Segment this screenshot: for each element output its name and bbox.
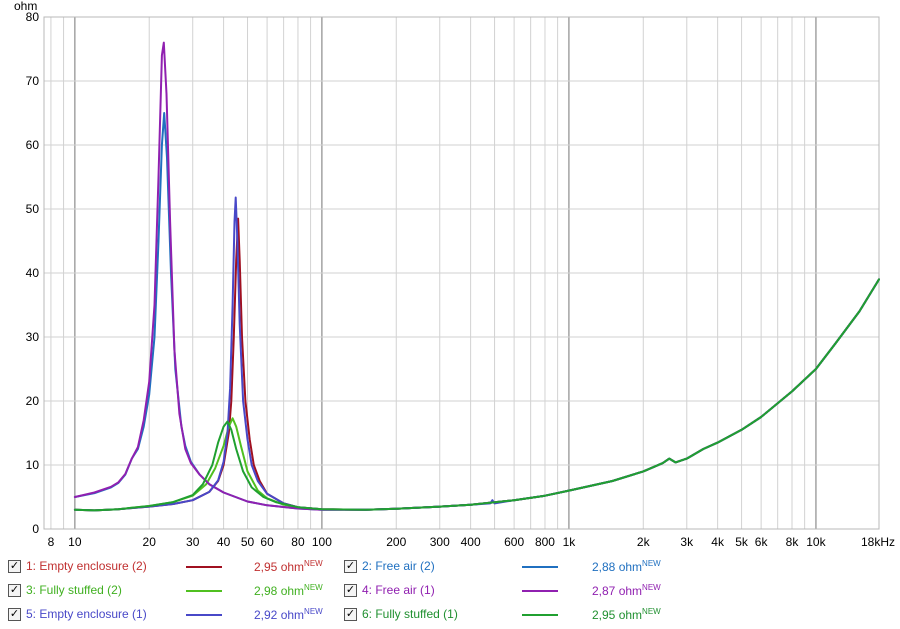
legend-value-6: 2,95 ohmNEW <box>592 607 661 622</box>
y-tick-label: 40 <box>26 266 40 280</box>
checkbox-3[interactable]: ✓ <box>8 584 21 597</box>
y-tick-label: 0 <box>32 522 39 536</box>
x-tick-label: 40 <box>217 535 231 549</box>
x-tick-label: 5k <box>735 535 749 549</box>
y-tick-label: 30 <box>26 330 40 344</box>
x-tick-label: 1k <box>563 535 577 549</box>
legend-value-2: 2,88 ohmNEW <box>592 559 661 574</box>
legend-line-2 <box>522 566 558 568</box>
legend-line-5 <box>186 614 222 616</box>
x-tick-label: 10 <box>68 535 82 549</box>
y-tick-label: 50 <box>26 202 40 216</box>
plot-frame <box>43 16 880 530</box>
legend-value-4: 2,87 ohmNEW <box>592 583 661 598</box>
legend-label-5: 5: Empty enclosure (1) <box>26 607 147 621</box>
checkbox-6[interactable]: ✓ <box>344 608 357 621</box>
legend: ✓ 1: Empty enclosure (2) 2,95 ohmNEW ✓ 2… <box>0 553 900 629</box>
x-tick-label: 18kHz <box>861 535 895 549</box>
checkbox-2[interactable]: ✓ <box>344 560 357 573</box>
checkbox-1[interactable]: ✓ <box>8 560 21 573</box>
series-line-6 <box>73 278 880 512</box>
y-axis-label: ohm <box>14 0 37 13</box>
legend-value-5: 2,92 ohmNEW <box>254 607 323 622</box>
y-tick-label: 60 <box>26 138 40 152</box>
x-tick-label: 30 <box>186 535 200 549</box>
legend-label-4: 4: Free air (1) <box>362 583 435 597</box>
legend-label-2: 2: Free air (2) <box>362 559 435 573</box>
x-tick-label: 2k <box>637 535 651 549</box>
x-tick-label: 8 <box>48 535 55 549</box>
x-tick-label: 50 <box>241 535 255 549</box>
x-tick-label: 6k <box>755 535 769 549</box>
x-tick-label: 20 <box>143 535 157 549</box>
x-tick-label: 3k <box>680 535 694 549</box>
y-tick-label: 70 <box>26 74 40 88</box>
x-tick-label: 600 <box>504 535 524 549</box>
x-tick-label: 300 <box>430 535 450 549</box>
x-tick-label: 200 <box>386 535 406 549</box>
y-tick-label: 20 <box>26 394 40 408</box>
x-tick-label: 400 <box>461 535 481 549</box>
x-tick-label: 80 <box>291 535 305 549</box>
x-tick-label: 8k <box>786 535 800 549</box>
legend-label-6: 6: Fully stuffed (1) <box>362 607 458 621</box>
y-tick-label: 80 <box>26 10 40 24</box>
legend-line-1 <box>186 566 222 568</box>
checkbox-4[interactable]: ✓ <box>344 584 357 597</box>
legend-value-3: 2,98 ohmNEW <box>254 583 323 598</box>
x-tick-label: 60 <box>260 535 274 549</box>
legend-value-1: 2,95 ohmNEW <box>254 559 323 574</box>
x-tick-label: 4k <box>711 535 725 549</box>
legend-label-3: 3: Fully stuffed (2) <box>26 583 122 597</box>
checkbox-5[interactable]: ✓ <box>8 608 21 621</box>
legend-line-6 <box>522 614 558 616</box>
x-tick-label: 10k <box>806 535 826 549</box>
x-tick-label: 800 <box>535 535 555 549</box>
legend-line-3 <box>186 590 222 592</box>
x-tick-label: 100 <box>312 535 332 549</box>
legend-line-4 <box>522 590 558 592</box>
y-tick-label: 10 <box>26 458 40 472</box>
legend-label-1: 1: Empty enclosure (2) <box>26 559 147 573</box>
